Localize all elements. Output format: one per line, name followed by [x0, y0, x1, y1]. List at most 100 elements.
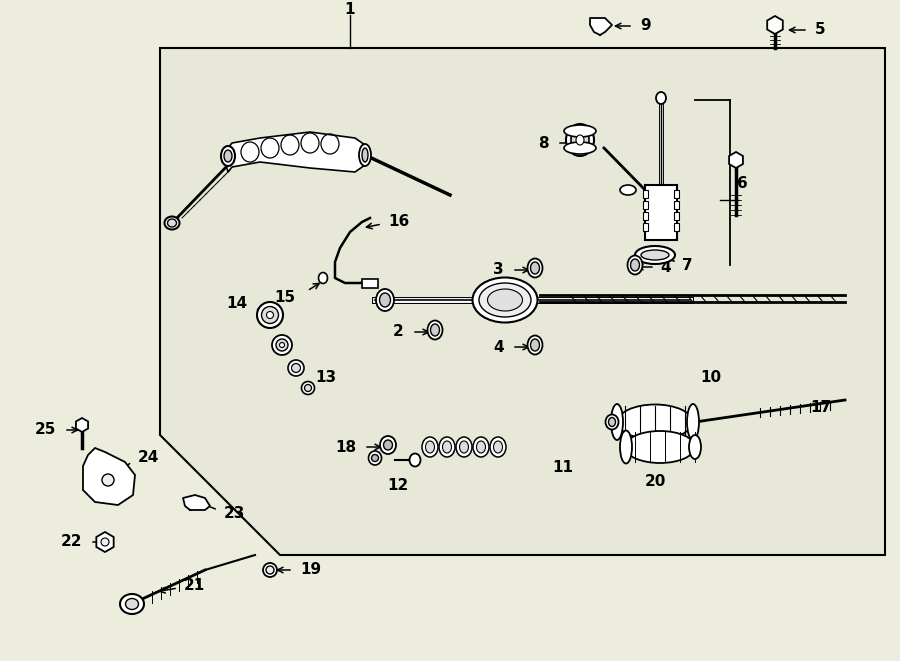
Text: 4: 4 [660, 260, 670, 274]
Ellipse shape [527, 258, 543, 278]
Ellipse shape [625, 431, 695, 463]
Ellipse shape [479, 283, 531, 317]
Ellipse shape [428, 321, 443, 340]
Ellipse shape [606, 414, 618, 430]
Polygon shape [160, 48, 885, 555]
Ellipse shape [319, 272, 328, 284]
Ellipse shape [288, 360, 304, 376]
Text: 16: 16 [388, 215, 410, 229]
Text: 24: 24 [138, 451, 159, 465]
Text: 23: 23 [224, 506, 246, 520]
Polygon shape [96, 532, 113, 552]
Ellipse shape [460, 441, 469, 453]
Ellipse shape [689, 435, 701, 459]
Ellipse shape [304, 385, 311, 391]
Ellipse shape [101, 538, 109, 546]
Text: 17: 17 [810, 401, 831, 416]
Text: 25: 25 [34, 422, 56, 438]
Ellipse shape [430, 324, 439, 336]
Ellipse shape [564, 125, 596, 137]
Ellipse shape [120, 594, 144, 614]
Ellipse shape [456, 437, 472, 457]
Polygon shape [767, 16, 783, 34]
Text: 13: 13 [315, 371, 336, 385]
Ellipse shape [472, 278, 537, 323]
Bar [674, 190, 679, 198]
Text: 21: 21 [184, 578, 205, 594]
Ellipse shape [627, 256, 643, 274]
Polygon shape [183, 495, 210, 510]
Text: 10: 10 [700, 371, 721, 385]
Ellipse shape [566, 124, 594, 156]
Polygon shape [729, 152, 742, 168]
Ellipse shape [257, 302, 283, 328]
Ellipse shape [493, 441, 502, 453]
Bar [643, 223, 648, 231]
Ellipse shape [608, 418, 616, 426]
Ellipse shape [280, 342, 284, 348]
Ellipse shape [167, 219, 176, 227]
Ellipse shape [102, 474, 114, 486]
Ellipse shape [530, 262, 539, 274]
Ellipse shape [426, 441, 435, 453]
Bar [674, 223, 679, 231]
Text: 5: 5 [815, 22, 825, 38]
Ellipse shape [410, 453, 420, 467]
Ellipse shape [376, 289, 394, 311]
Bar [674, 201, 679, 209]
Ellipse shape [656, 92, 666, 104]
Ellipse shape [368, 451, 382, 465]
Ellipse shape [276, 339, 288, 351]
Ellipse shape [620, 430, 632, 463]
Bar [643, 190, 648, 198]
Ellipse shape [302, 381, 314, 395]
Ellipse shape [380, 293, 391, 307]
Ellipse shape [165, 217, 179, 229]
Bar [362, 279, 378, 288]
Bar [645, 185, 677, 240]
Polygon shape [225, 132, 365, 172]
Text: 3: 3 [493, 262, 504, 278]
Ellipse shape [527, 336, 543, 354]
Text: 1: 1 [345, 3, 356, 17]
Text: 15: 15 [274, 290, 295, 305]
Ellipse shape [221, 146, 235, 166]
Text: 14: 14 [226, 295, 247, 311]
Ellipse shape [611, 404, 623, 440]
Polygon shape [76, 418, 88, 432]
Ellipse shape [266, 566, 274, 574]
Text: 12: 12 [387, 478, 409, 493]
Text: 6: 6 [737, 176, 748, 190]
Ellipse shape [530, 339, 539, 351]
Text: 9: 9 [640, 19, 651, 34]
Ellipse shape [635, 246, 675, 264]
Ellipse shape [266, 311, 274, 319]
Ellipse shape [439, 437, 455, 457]
Ellipse shape [490, 437, 506, 457]
Text: 8: 8 [538, 136, 549, 151]
Ellipse shape [262, 307, 278, 323]
Text: 19: 19 [300, 563, 321, 578]
Ellipse shape [488, 289, 523, 311]
Ellipse shape [476, 441, 485, 453]
Text: 18: 18 [335, 440, 356, 455]
Polygon shape [83, 448, 135, 505]
Polygon shape [590, 18, 612, 35]
Ellipse shape [564, 142, 596, 154]
Ellipse shape [641, 250, 669, 260]
Ellipse shape [631, 259, 640, 271]
Ellipse shape [687, 404, 699, 440]
Text: 11: 11 [552, 459, 573, 475]
Ellipse shape [272, 335, 292, 355]
Text: 7: 7 [682, 258, 693, 272]
Ellipse shape [383, 440, 392, 450]
Ellipse shape [263, 563, 277, 577]
Bar [674, 212, 679, 220]
Ellipse shape [443, 441, 452, 453]
Text: 4: 4 [493, 340, 504, 354]
Ellipse shape [224, 150, 232, 162]
Text: 2: 2 [393, 325, 404, 340]
Bar [643, 201, 648, 209]
Ellipse shape [372, 455, 379, 461]
Ellipse shape [380, 436, 396, 454]
